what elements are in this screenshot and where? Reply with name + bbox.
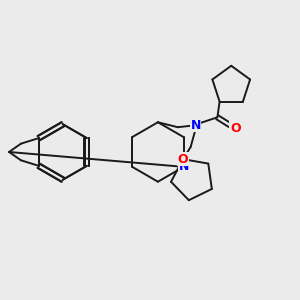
- Text: O: O: [178, 153, 188, 166]
- Text: N: N: [178, 160, 189, 173]
- Text: O: O: [230, 122, 241, 135]
- Text: N: N: [190, 119, 201, 132]
